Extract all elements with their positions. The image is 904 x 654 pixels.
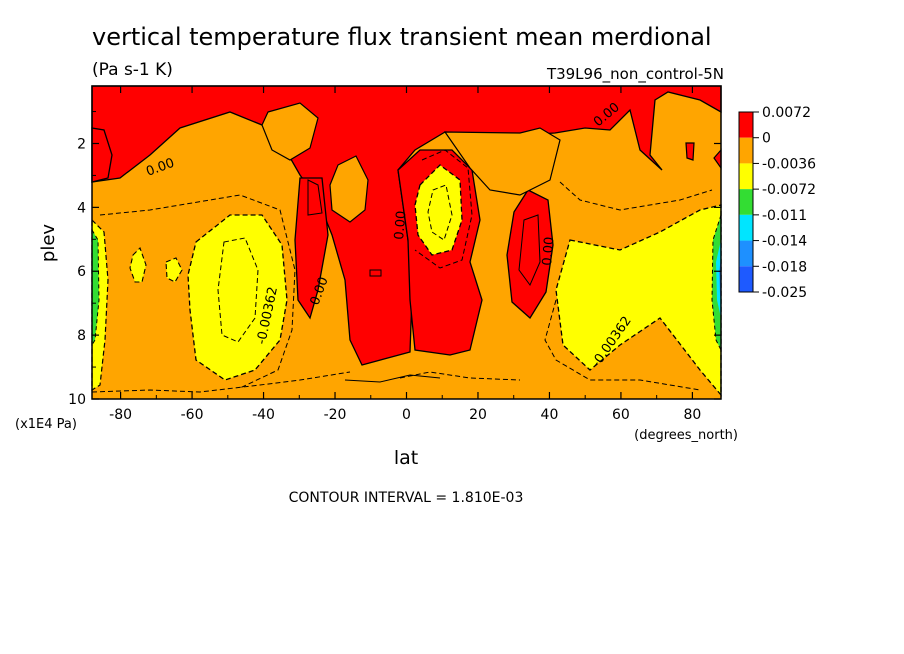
dashed-contour-left	[99, 194, 296, 389]
positive-region-small-right	[685, 142, 695, 161]
inner-dashed-lat8	[427, 184, 453, 241]
dashed-contour-mid	[414, 149, 473, 269]
inner-contour-lat-25	[307, 179, 323, 216]
legend-label: -0.0036	[762, 156, 816, 172]
color-legend: 0.0072 0 -0.0036 -0.0072 -0.011 -0.014 -0.018 -…	[738, 105, 816, 301]
plot-area: 0.00 0.00 0.00 0.00 0.00 -0.00362 -0.003…	[91, 85, 722, 400]
chart-title: vertical temperature flux transient mean…	[92, 23, 712, 51]
chart-units: (Pa s-1 K)	[92, 60, 173, 80]
legend-swatch	[739, 137, 753, 164]
negative-region-lat-65	[165, 257, 183, 283]
legend-label: 0.0072	[762, 105, 811, 121]
legend-swatch	[739, 214, 753, 241]
inner-contour-lat35	[518, 214, 541, 286]
neutral-hole-2	[329, 155, 369, 223]
x-axis-label: lat	[394, 447, 418, 469]
legend-label: -0.014	[762, 234, 807, 250]
legend-label: -0.0072	[762, 182, 816, 198]
legend-frame	[738, 111, 754, 293]
x-tick-label: 40	[541, 407, 559, 423]
legend-swatch	[739, 266, 753, 292]
x-tick-label: 20	[469, 407, 487, 423]
stronger-negative-right-edge	[716, 240, 721, 318]
strong-negative-right-edge	[711, 214, 722, 351]
contour-interval-note: CONTOUR INTERVAL = 1.810E-03	[289, 490, 524, 506]
legend-swatch	[739, 163, 753, 190]
positive-region-tiny	[369, 269, 382, 277]
positive-region-lat35	[506, 189, 554, 320]
x-tick-label: 0	[402, 407, 411, 423]
contour-label: 0.00	[540, 236, 557, 266]
x-tick-label: 80	[683, 407, 701, 423]
x-axis-units: (degrees_north)	[634, 428, 738, 443]
neutral-hole-3	[443, 127, 561, 196]
dashed-contour-right	[544, 181, 713, 391]
dataset-label: T39L96_non_control-5N	[546, 65, 724, 84]
contour-label: 0.00	[392, 210, 409, 240]
neutral-hole-1	[261, 102, 319, 161]
legend-label: -0.018	[762, 259, 807, 275]
dashed-contour-bottom	[91, 371, 521, 393]
legend-label: 0	[762, 131, 771, 147]
negative-region-lat8	[414, 164, 463, 256]
x-tick-label: -80	[109, 407, 132, 423]
x-tick-label: 60	[612, 407, 630, 423]
inner-dashed-lat-50	[217, 237, 259, 343]
y-axis: 2 4 6 8 10	[68, 111, 721, 408]
y-tick-label: 2	[77, 136, 86, 152]
y-tick-label: 8	[77, 328, 86, 344]
x-axis: -80 -60 -40 -20 0 20 40 60 80	[109, 86, 701, 423]
legend-swatch	[739, 240, 753, 267]
y-tick-label: 10	[68, 392, 86, 408]
legend-swatch	[739, 112, 753, 138]
negative-region-right	[555, 204, 722, 397]
x-tick-label: -60	[181, 407, 204, 423]
legend-label: -0.025	[762, 285, 807, 301]
x-tick-label: -40	[252, 407, 275, 423]
negative-region-lat-75	[129, 246, 147, 283]
y-tick-label: 4	[77, 200, 86, 216]
solid-contour-bottom	[344, 374, 441, 383]
y-tick-label: 6	[77, 264, 86, 280]
x-tick-label: -20	[324, 407, 347, 423]
y-axis-label: plev	[38, 224, 59, 263]
y-axis-units: (x1E4 Pa)	[15, 417, 77, 432]
legend-swatch	[739, 189, 753, 215]
negative-region-lat-50	[187, 214, 288, 381]
legend-label: -0.011	[762, 208, 807, 224]
